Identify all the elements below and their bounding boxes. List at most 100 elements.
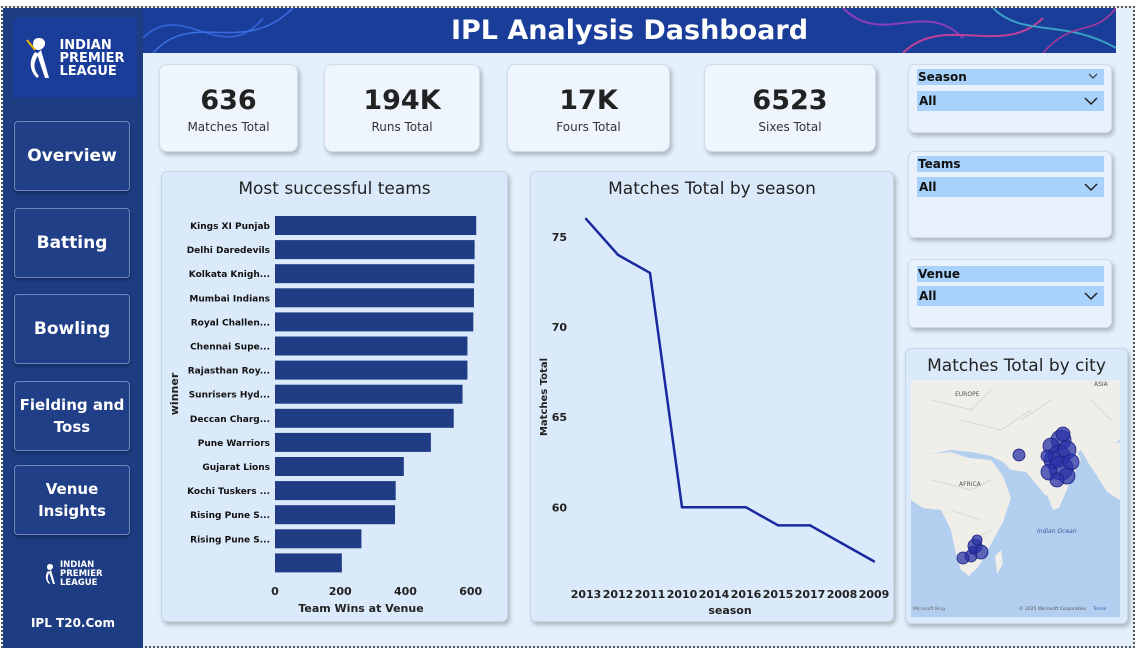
venue-dropdown[interactable]: All [917, 286, 1104, 306]
x-tick-label: 2008 [827, 588, 858, 601]
y-tick-label: 65 [552, 411, 567, 424]
x-tick-label: 2011 [635, 588, 666, 601]
bar-chart-title: Most successful teams [238, 179, 431, 199]
x-tick-label: 2010 [667, 588, 698, 601]
series-line[interactable] [585, 217, 875, 563]
venue-dropdown-value: All [919, 289, 937, 303]
bar[interactable] [275, 408, 454, 428]
bar[interactable] [275, 457, 404, 476]
chevron-down-icon [1084, 292, 1098, 301]
bar[interactable] [275, 432, 431, 452]
category-label: Deccan Charg... [190, 415, 270, 425]
nav-fielding-toss-button[interactable]: Fielding and Toss [14, 381, 130, 451]
logo-line-1: INDIAN [59, 37, 112, 53]
venue-slicer-label: Venue [917, 266, 1104, 282]
map-label-europe: EUROPE [955, 391, 980, 398]
kpi-sixes-label: Sixes Total [758, 120, 822, 134]
bar[interactable] [275, 360, 468, 380]
map-title: Matches Total by city [927, 356, 1106, 376]
world-map[interactable]: EUROPE ASIA AFRICA Indian Ocean Microsof… [911, 380, 1120, 617]
bar[interactable] [275, 216, 477, 235]
data-point[interactable] [616, 253, 620, 257]
ipl-small-logo: INDIAN PREMIER LEAGUE [43, 560, 103, 588]
season-dropdown[interactable]: All [917, 91, 1104, 111]
footer-link[interactable]: IPL T20.Com [30, 616, 116, 630]
kpi-runs-card: 194K Runs Total [324, 64, 480, 152]
category-label: Rising Pune S... [190, 511, 270, 521]
y-tick-label: 70 [552, 321, 568, 334]
kpi-fours-label: Fours Total [556, 120, 621, 134]
x-axis-label: Team Wins at Venue [298, 602, 423, 615]
data-point[interactable] [584, 217, 588, 221]
category-label: Rajasthan Roy... [188, 367, 270, 377]
category-label: Kochi Tuskers ... [187, 487, 270, 497]
page-title: IPL Analysis Dashboard [450, 15, 809, 46]
category-label: Kings XI Punjab [190, 222, 270, 232]
category-label: Royal Challen... [191, 318, 270, 328]
category-label: Rising Pune S... [190, 535, 270, 545]
x-tick-label: 2015 [763, 588, 794, 601]
x-tick-label: 2014 [699, 588, 730, 601]
header-banner: IPL Analysis Dashboard [143, 8, 1116, 53]
x-tick-label: 2017 [795, 588, 826, 601]
data-point[interactable] [776, 524, 780, 527]
bar[interactable] [275, 553, 342, 573]
bar[interactable] [275, 481, 396, 501]
matches-by-season-panel: Matches Total by season 60 65 70 75 2013 2012… [530, 171, 894, 622]
category-label: Delhi Daredevils [187, 246, 270, 256]
bar[interactable] [275, 384, 463, 404]
data-point[interactable] [680, 506, 684, 509]
category-label: Sunrisers Hyd... [189, 391, 270, 401]
data-point[interactable] [744, 506, 748, 509]
bar[interactable] [275, 336, 468, 356]
nav-batting-button[interactable]: Batting [14, 208, 130, 278]
data-point[interactable] [648, 271, 652, 275]
chevron-down-icon [1084, 97, 1098, 106]
season-slicer: Season All [908, 64, 1112, 133]
y-axis-label: Matches Total [539, 358, 550, 436]
bar[interactable] [275, 529, 362, 549]
logo-line-2: PREMIER [59, 50, 125, 66]
bar[interactable] [275, 505, 396, 525]
map-label-asia: ASIA [1094, 381, 1109, 388]
bar[interactable] [275, 288, 474, 308]
matches-by-city-panel: Matches Total by city EUROPE ASIA AFRICA… [905, 348, 1128, 624]
data-point[interactable] [712, 506, 716, 509]
x-tick-label: 2013 [571, 588, 602, 601]
logo-line-3: LEAGUE [59, 63, 117, 79]
x-tick-label: 2012 [603, 588, 634, 601]
kpi-runs-value: 194K [363, 85, 441, 116]
batsman-icon [26, 38, 50, 78]
map-terms-link[interactable]: Terms [1092, 606, 1107, 612]
nav-venue-insights-button[interactable]: Venue Insights [14, 465, 130, 535]
x-tick-label: 600 [459, 585, 482, 598]
kpi-matches-card: 636 Matches Total [159, 64, 298, 152]
kpi-sixes-card: 6523 Sixes Total [704, 64, 876, 152]
y-tick-label: 60 [552, 501, 568, 514]
line-chart-title: Matches Total by season [608, 179, 816, 199]
data-point[interactable] [872, 560, 876, 563]
y-axis-label: winner [168, 372, 181, 415]
data-point[interactable] [840, 542, 844, 545]
kpi-matches-label: Matches Total [187, 120, 270, 134]
y-tick-label: 75 [552, 231, 567, 244]
map-label-ocean: Indian Ocean [1037, 528, 1077, 535]
line-chart: 60 65 70 75 2013 2012 2011 2010 2014 2016 2015 2017… [539, 217, 889, 617]
bar[interactable] [275, 264, 475, 284]
kpi-fours-card: 17K Fours Total [507, 64, 670, 152]
data-point[interactable] [808, 524, 812, 527]
small-logo-line-2: PREMIER [60, 568, 103, 579]
category-label: Gujarat Lions [202, 463, 270, 473]
teams-slicer-label: Teams [917, 156, 1104, 172]
x-axis-label: season [708, 604, 751, 617]
map-copyright: © 2025 Microsoft Corporation [1019, 605, 1086, 612]
teams-dropdown[interactable]: All [917, 177, 1104, 197]
venue-slicer: Venue All [908, 259, 1112, 328]
nav-bowling-button[interactable]: Bowling [14, 294, 130, 364]
chevron-down-icon [1084, 183, 1098, 192]
nav-overview-button[interactable]: Overview [14, 121, 130, 191]
bar[interactable] [275, 312, 474, 332]
banner-decoration [143, 8, 1116, 53]
batsman-small-icon [45, 564, 55, 584]
bar[interactable] [275, 240, 475, 260]
